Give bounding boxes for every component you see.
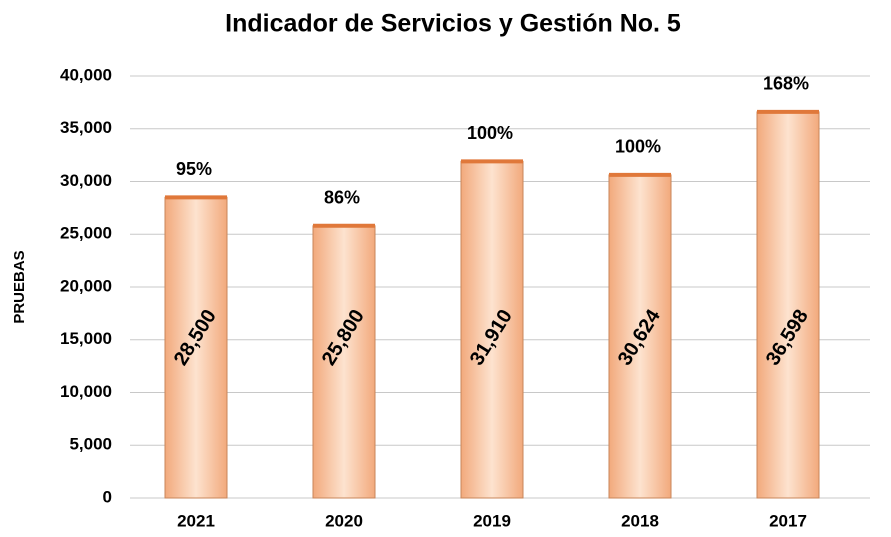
y-tick-label: 0 xyxy=(103,487,112,506)
bar xyxy=(608,174,672,499)
x-tick-label: 2019 xyxy=(473,511,511,530)
x-tick-label: 2021 xyxy=(177,511,215,530)
x-tick-label: 2020 xyxy=(325,511,363,530)
bar xyxy=(756,111,820,499)
x-tick-label: 2017 xyxy=(769,511,807,530)
y-tick-label: 10,000 xyxy=(60,382,112,401)
annotation: 95% xyxy=(176,159,212,179)
y-tick-label: 35,000 xyxy=(60,118,112,137)
y-tick-label: 15,000 xyxy=(60,329,112,348)
annotation: 86% xyxy=(324,188,360,208)
bar xyxy=(312,225,376,499)
chart-title: Indicador de Servicios y Gestión No. 5 xyxy=(225,10,681,38)
x-tick-label: 2018 xyxy=(621,511,659,530)
y-tick-label: 20,000 xyxy=(60,276,112,295)
annotation: 100% xyxy=(467,123,513,143)
y-tick-label: 5,000 xyxy=(69,435,112,454)
annotation: 168% xyxy=(763,74,809,94)
y-tick-label: 25,000 xyxy=(60,224,112,243)
y-axis-label: PRUEBAS xyxy=(11,250,28,323)
bar xyxy=(164,196,228,499)
annotation: 100% xyxy=(615,137,661,157)
y-tick-label: 40,000 xyxy=(60,65,112,84)
bar xyxy=(460,160,524,499)
y-tick-label: 30,000 xyxy=(60,171,112,190)
